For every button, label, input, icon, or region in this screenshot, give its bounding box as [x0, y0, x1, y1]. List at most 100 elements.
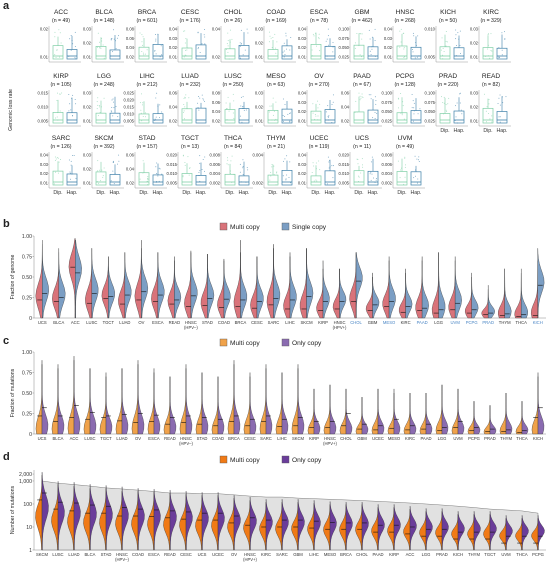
jitter-point [418, 156, 420, 158]
violin-multi-copy [419, 392, 427, 435]
jitter-point [459, 92, 461, 94]
jitter-point [357, 159, 359, 161]
jitter-point [98, 182, 100, 184]
jitter-point [358, 176, 360, 178]
x-tick-label: PCPG [466, 320, 478, 325]
jitter-point [142, 172, 144, 174]
legend-label: Multi copy [230, 457, 260, 464]
box [109, 174, 121, 186]
y-axis-label: Fraction of genome [10, 255, 16, 300]
jitter-point [247, 32, 249, 34]
facet-tick-label: 0.02 [126, 55, 135, 60]
jitter-point [97, 115, 99, 117]
facet-tick-label: 0.025 [339, 55, 350, 60]
jitter-point [318, 33, 320, 35]
facet-tick-label: 0.050 [339, 45, 350, 50]
violin-single-copy [355, 252, 363, 319]
jitter-point [116, 37, 118, 39]
box [224, 48, 236, 60]
jitter-point [459, 102, 461, 104]
jitter-point [442, 48, 444, 50]
jitter-point [327, 119, 329, 121]
violin-multi-copy [332, 268, 340, 319]
x-tick-label: LIHC [277, 436, 287, 441]
violin-only-copy [57, 481, 65, 551]
facet-tick-label: 0.04 [341, 105, 350, 110]
jitter-point [75, 58, 77, 60]
jitter-point [202, 158, 204, 160]
box [324, 45, 336, 60]
x-tick-label: UCS [198, 552, 207, 557]
x-tick-label: KIRP [309, 436, 319, 441]
jitter-point [356, 32, 358, 34]
y-tick-label: 0 [29, 432, 32, 438]
jitter-point [197, 107, 199, 109]
jitter-point [488, 103, 490, 105]
jitter-point [315, 168, 317, 170]
jitter-point [154, 50, 156, 52]
x-category-label: Dip. [397, 190, 406, 196]
jitter-point [71, 39, 73, 41]
legend-swatch [281, 338, 290, 347]
x-tick-label: BRCA [235, 320, 247, 325]
jitter-point [96, 46, 98, 48]
jitter-point [72, 155, 74, 157]
jitter-point [374, 55, 376, 57]
jitter-point [271, 47, 273, 49]
jitter-point [404, 176, 406, 178]
box [138, 46, 150, 60]
box [95, 171, 107, 186]
jitter-point [318, 160, 320, 162]
x-category-label: Dip. [483, 128, 492, 134]
jitter-point [332, 94, 334, 96]
facet-tick-label: 0.04 [384, 27, 393, 32]
jitter-point [312, 55, 314, 57]
x-category-label: Hap. [368, 190, 379, 196]
x-tick-label: OV [231, 552, 237, 557]
box [396, 112, 408, 124]
facet-title: SKCM [94, 135, 113, 142]
box [66, 173, 78, 186]
jitter-point [489, 118, 491, 120]
jitter-point [230, 160, 232, 162]
x-tick-label: THYM [500, 436, 512, 441]
facet-tick-label: 0.010 [124, 112, 135, 117]
facet-brca: BRCA (n = 601)0.08 0.06 0.04 0.02 [126, 9, 167, 63]
facet-tick-label: 0.100 [382, 91, 393, 96]
jitter-point [184, 30, 186, 32]
jitter-point [288, 177, 290, 179]
violin-multi-copy [217, 258, 225, 319]
violin-only-copy [201, 372, 209, 435]
jitter-point [456, 122, 458, 124]
facet-title: SARC [52, 135, 71, 142]
jitter-point [354, 111, 356, 113]
jitter-point [358, 92, 360, 94]
facet-tick-label: 0.02 [470, 105, 479, 110]
jitter-point [226, 43, 228, 45]
jitter-point [145, 112, 147, 114]
violin-single-copy [421, 260, 429, 319]
violin-multi-copy [83, 368, 91, 435]
jitter-point [100, 47, 102, 49]
jitter-point [416, 56, 418, 58]
box [281, 170, 293, 186]
facet-coad: COAD (n = 169)0.03 0.02 0.01 [255, 9, 296, 63]
jitter-point [448, 97, 450, 99]
violin-single-copy [521, 268, 528, 319]
x-category-label: Dip. [268, 190, 277, 196]
facet-tick-label: 0.01 [470, 55, 479, 60]
jitter-point [282, 51, 284, 53]
facet-tick-label: 0.020 [124, 98, 135, 103]
jitter-point [285, 32, 287, 34]
jitter-point [69, 38, 71, 40]
jitter-point [227, 45, 229, 47]
jitter-point [240, 44, 242, 46]
jitter-point [102, 176, 104, 178]
x-tick-label: OV [138, 320, 144, 325]
jitter-point [275, 101, 277, 103]
jitter-point [227, 96, 229, 98]
jitter-point [315, 162, 317, 164]
violin-only-copy [489, 405, 497, 435]
facet-title: UCEC [310, 135, 329, 142]
jitter-point [284, 54, 286, 55]
